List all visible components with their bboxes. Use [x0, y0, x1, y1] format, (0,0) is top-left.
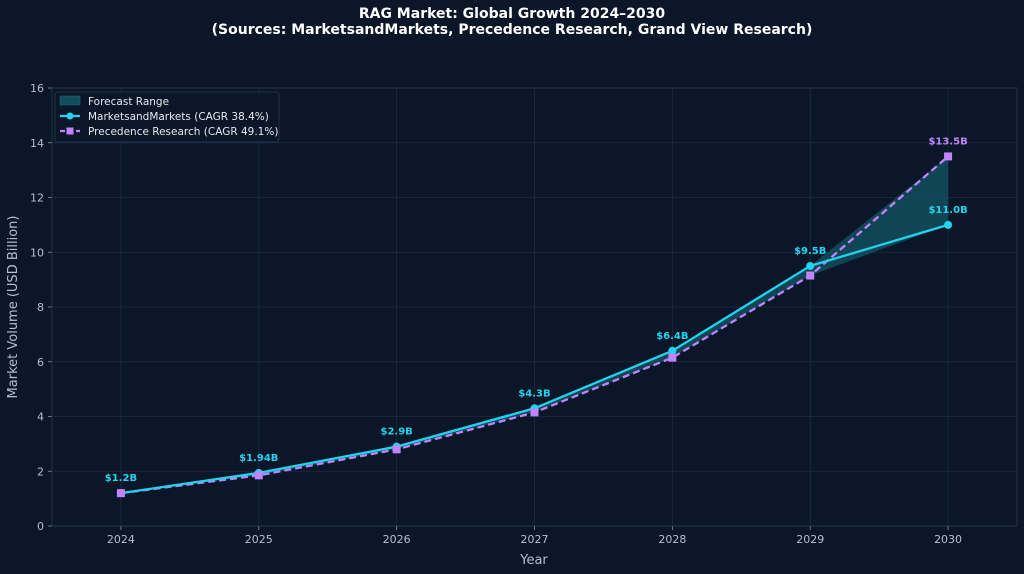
series-1-point [944, 220, 953, 229]
series-2-point [944, 152, 953, 161]
y-tick-label: 8 [37, 301, 44, 314]
legend-forecast-swatch [59, 95, 81, 106]
x-axis-label: Year [519, 553, 548, 568]
y-tick-label: 12 [30, 192, 44, 205]
series-1-data-label: $1.94B [239, 453, 278, 464]
series-1-data-label: $4.3B [518, 388, 550, 399]
y-tick-label: 10 [30, 246, 44, 259]
series-layer [116, 152, 953, 498]
series-1-data-label: $1.2B [105, 473, 137, 484]
legend-frame [54, 91, 280, 143]
series-2-point [116, 489, 125, 498]
axes: 0 2 4 6 8 10 12 14 16 2024 2025 2026 2027 2028 2029 203… [30, 82, 1018, 546]
series-2-data-label: $13.5B [928, 136, 967, 147]
y-tick-label: 16 [30, 82, 44, 95]
y-tick-label: 6 [37, 356, 44, 369]
legend-series2-marker [66, 127, 74, 135]
plot-frame [51, 87, 1018, 527]
series-1-data-label: $6.4B [656, 331, 688, 342]
legend: Forecast Range MarketsandMarkets (CAGR 3… [54, 91, 280, 143]
x-tick-label: 2026 [383, 533, 411, 546]
legend-series1-label: MarketsandMarkets (CAGR 38.4%) [88, 111, 269, 123]
y-tick-label: 14 [30, 137, 44, 150]
series-1-point [668, 346, 677, 355]
series-1-data-label: $2.9B [380, 427, 412, 438]
legend-series2-label: Precedence Research (CAGR 49.1%) [88, 126, 278, 138]
x-tick-label: 2025 [245, 533, 273, 546]
series-1-point [806, 261, 815, 270]
series-2-point [668, 353, 677, 362]
legend-forecast-label: Forecast Range [88, 96, 169, 108]
series-1-data-label: $11.0B [928, 205, 967, 216]
y-tick-label: 2 [37, 465, 44, 478]
y-tick-label: 4 [37, 411, 44, 424]
series-2-point [806, 271, 815, 280]
legend-series1-marker [66, 112, 74, 120]
x-tick-label: 2027 [521, 533, 549, 546]
y-axis-label: Market Volume (USD Billion) [6, 216, 21, 399]
series-2-point [254, 471, 263, 480]
series-1-data-label: $9.5B [794, 246, 826, 257]
series-2-point [392, 445, 401, 454]
x-tick-label: 2028 [658, 533, 686, 546]
series-2-point [530, 408, 539, 417]
data-labels: $1.2B $1.94B $2.9B $4.3B $6.4B $9.5B $11.0B $13… [105, 136, 968, 484]
x-tick-label: 2030 [934, 533, 962, 546]
grid [52, 87, 1017, 527]
x-tick-label: 2029 [796, 533, 824, 546]
chart-subtitle: (Sources: MarketsandMarkets, Precedence … [212, 22, 813, 38]
x-tick-label: 2024 [107, 533, 135, 546]
y-tick-label: 0 [37, 520, 44, 533]
chart-title: RAG Market: Global Growth 2024–2030 [359, 6, 666, 22]
